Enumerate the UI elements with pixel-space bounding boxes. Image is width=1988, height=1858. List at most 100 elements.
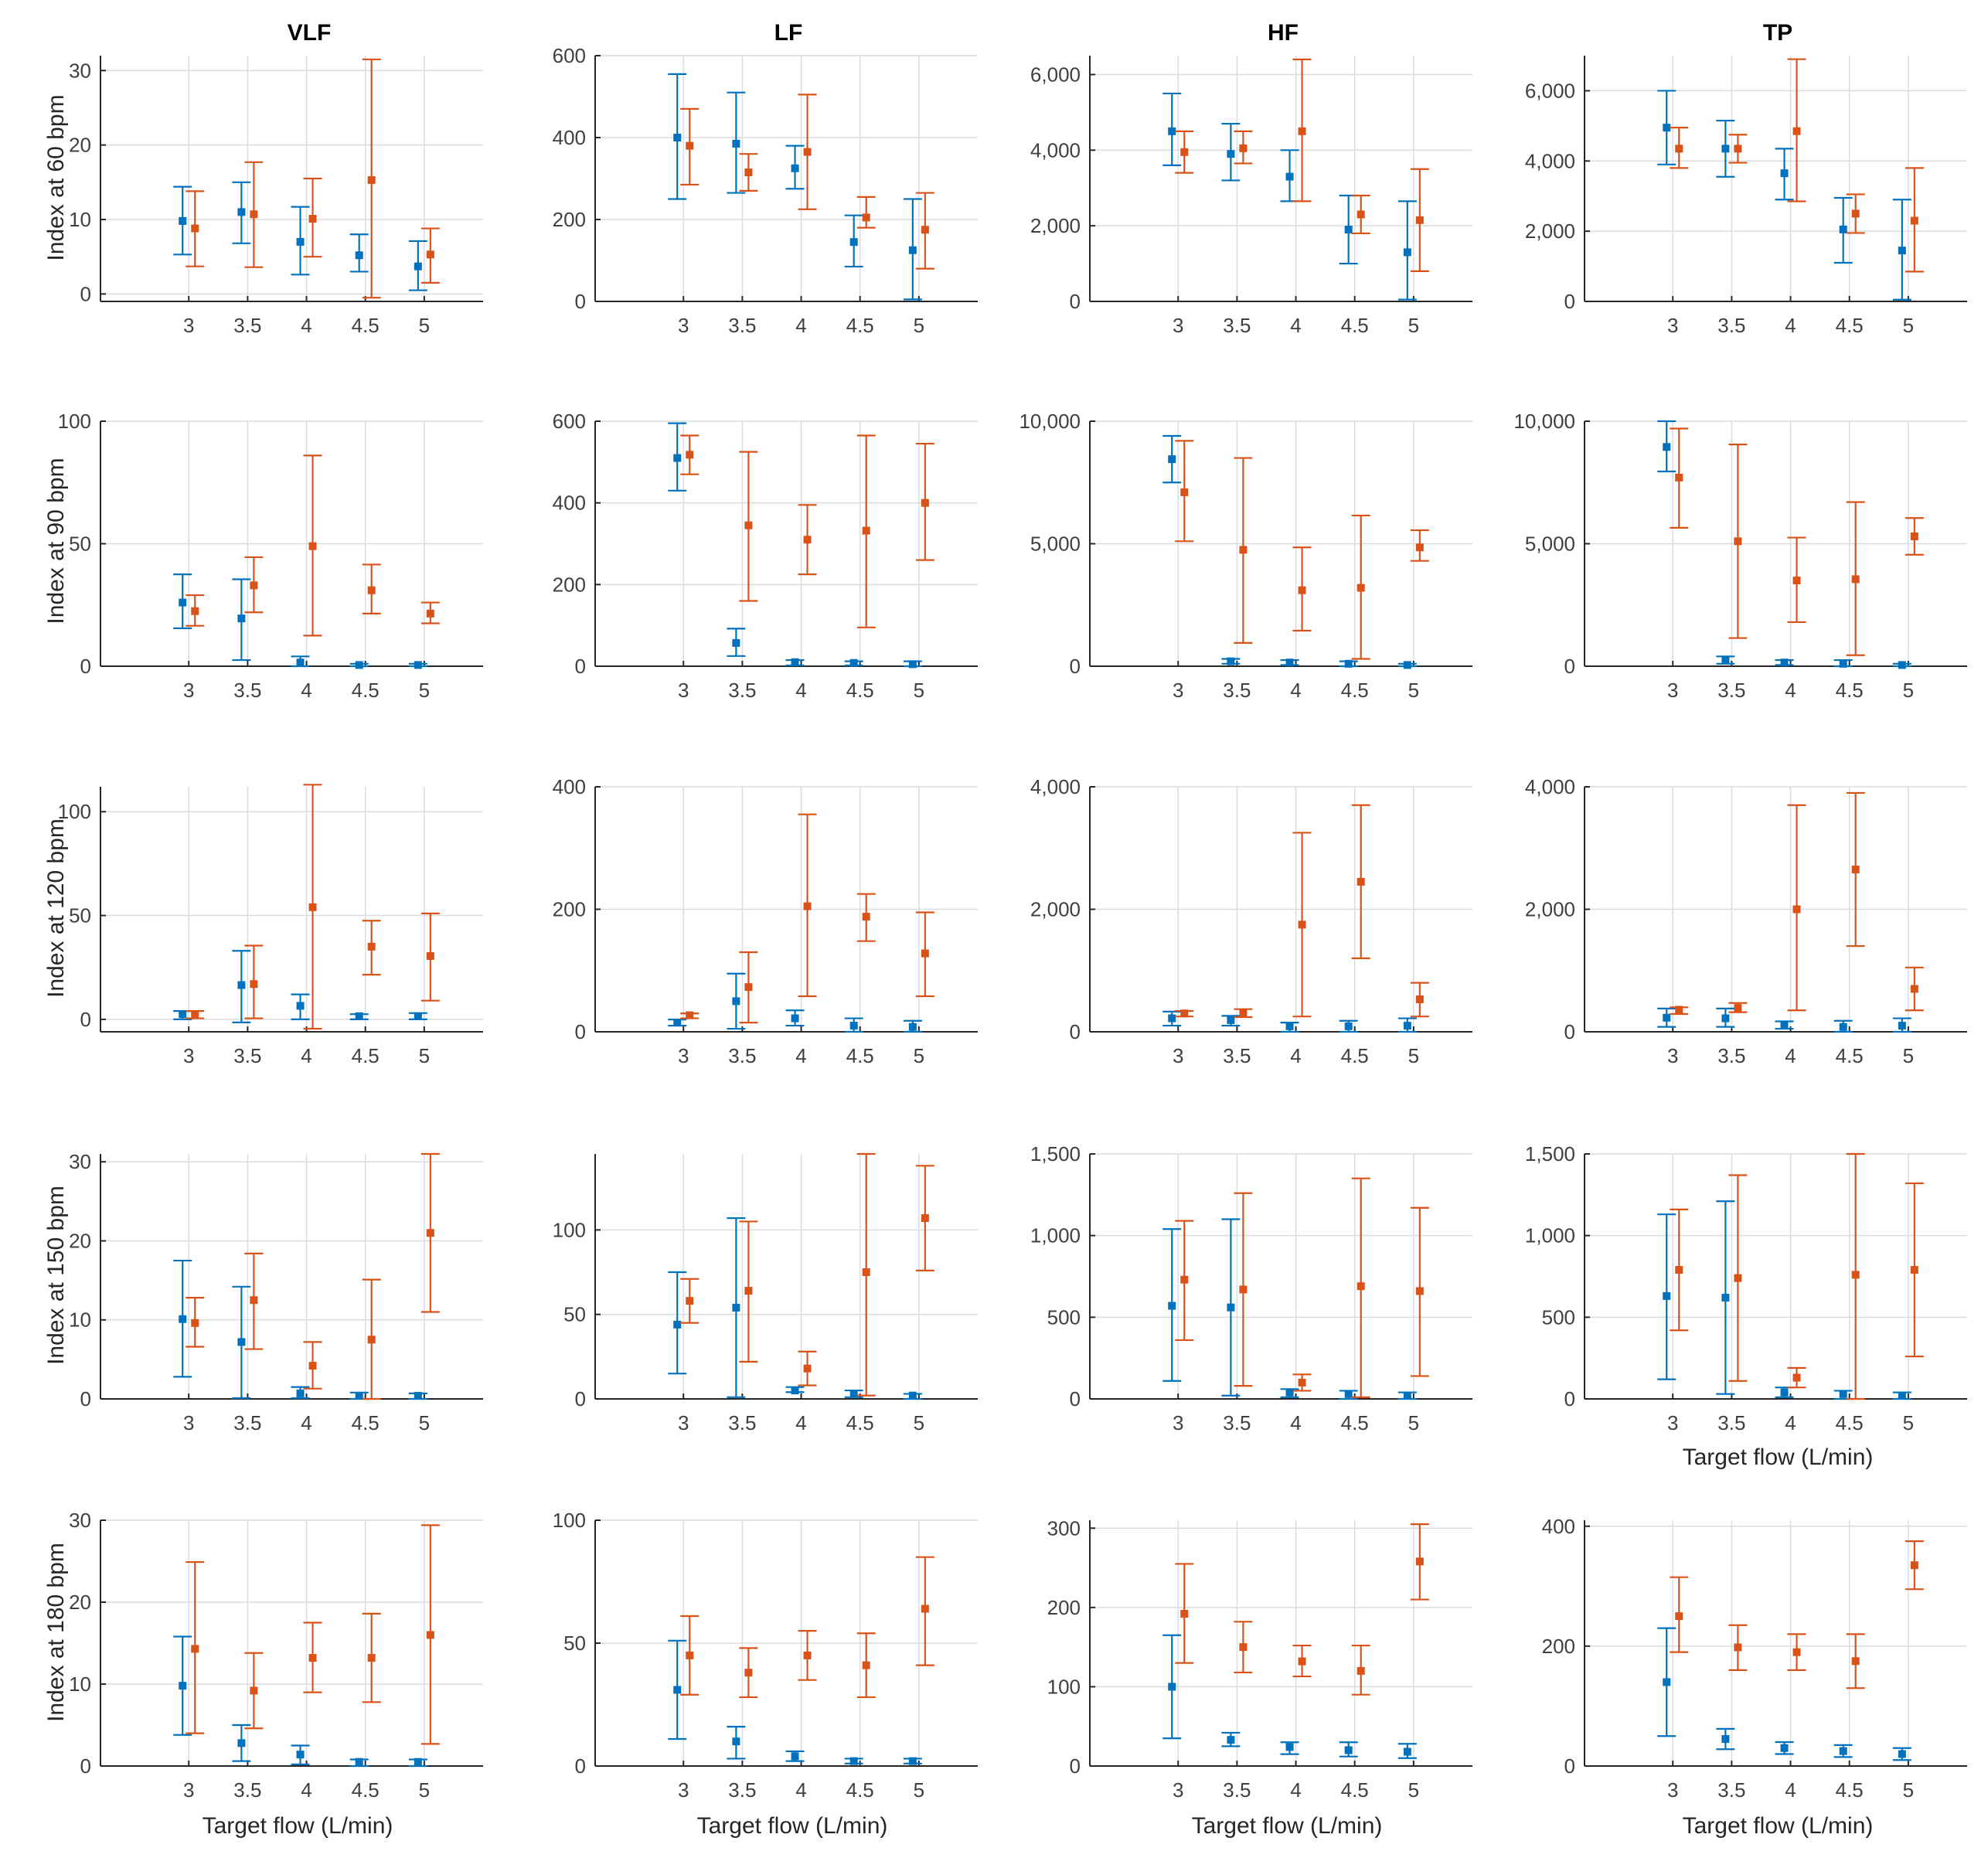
y-tick-label: 20 (69, 1229, 91, 1252)
mean-marker (1415, 1557, 1424, 1566)
x-tick-label: 5 (1903, 1044, 1914, 1067)
mean-marker (426, 609, 434, 618)
x-tick-label: 3 (1667, 1778, 1678, 1802)
y-tick-label: 30 (69, 1509, 91, 1532)
mean-marker (1663, 1013, 1671, 1022)
x-tick-label: 3.5 (233, 1778, 261, 1802)
y-tick-label: 0 (575, 290, 586, 313)
x-tick-label: 5 (1408, 1778, 1419, 1802)
x-tick-label: 4.5 (1341, 1411, 1369, 1434)
y-tick-label: 0 (1564, 290, 1575, 313)
y-tick-label: 400 (553, 126, 586, 149)
x-tick-label: 4 (301, 679, 311, 702)
mean-marker (1180, 488, 1189, 496)
x-tick-label: 5 (1903, 679, 1914, 702)
errorbar-s1-4 (1280, 1022, 1299, 1033)
errorbar-s1-3 (1657, 90, 1677, 165)
y-tick-label: 5,000 (1525, 533, 1575, 556)
mean-marker (908, 1757, 917, 1765)
panel-r2-c3: 0 2,000 4,000 3 3.5 4 4.5 5 (1525, 775, 1967, 1067)
panel-r4-c1: 0 50 100 3 3.5 4 4.5 5 (553, 1509, 978, 1802)
x-tick-label: 3.5 (728, 679, 756, 702)
y-tick-label: 10 (69, 208, 91, 231)
mean-marker (862, 1268, 870, 1277)
y-tick-label: 200 (1047, 1596, 1081, 1619)
mean-marker (1734, 1643, 1742, 1652)
x-tick-label: 5 (914, 314, 924, 337)
mean-marker (1780, 658, 1789, 667)
mean-marker (686, 141, 694, 150)
errorbar-s1-3 (668, 1019, 687, 1027)
x-tick-label: 3 (1173, 679, 1183, 702)
ylabel-120bpm: Index at 120 bpm (43, 818, 69, 998)
panel-r0-c1: 0 200 400 600 3 3.5 4 4.5 5 (553, 44, 978, 337)
panel-r3-c3: 0 500 1,000 1,500 3 3.5 4 4.5 5 (1525, 1142, 1967, 1434)
errorbar-s2-4.5 (1351, 1177, 1370, 1398)
mean-marker (849, 1757, 858, 1765)
errorbar-s1-4.5 (349, 1012, 369, 1020)
y-tick-label: 6,000 (1030, 63, 1081, 86)
mean-marker (191, 224, 199, 233)
errorbar-s2-3 (1670, 427, 1689, 529)
xlabel-lf-180: Target flow (L/min) (697, 1813, 888, 1839)
y-tick-label: 0 (1564, 1754, 1575, 1778)
errorbar-s1-3 (1163, 434, 1182, 484)
mean-marker (1239, 1009, 1248, 1018)
mean-marker (921, 1214, 929, 1223)
mean-marker (862, 913, 870, 921)
x-tick-label: 4.5 (846, 1411, 874, 1434)
errorbar-s1-3 (1657, 1007, 1677, 1028)
mean-marker (1180, 148, 1189, 156)
errorbar-s1-5 (1397, 1391, 1417, 1400)
y-tick-label: 400 (553, 775, 586, 798)
errorbar-s1-5 (408, 661, 427, 669)
mean-marker (1675, 1266, 1683, 1274)
errorbar-s2-5 (420, 1524, 440, 1745)
x-tick-label: 4 (795, 1778, 806, 1802)
errorbar-s2-5 (1905, 1540, 1924, 1591)
x-tick-label: 4 (301, 1044, 311, 1067)
x-axis-labels: Target flow (L/min) Target flow (L/min) … (203, 1445, 1874, 1839)
x-tick-label: 4 (795, 1411, 806, 1434)
mean-marker (191, 1010, 199, 1019)
mean-marker (1168, 1014, 1176, 1023)
mean-marker (1851, 1657, 1860, 1666)
x-tick-label: 3.5 (728, 314, 756, 337)
mean-marker (1663, 443, 1671, 451)
panel-r3-c0: 0 10 20 30 3 3.5 4 4.5 5 (69, 1150, 483, 1434)
x-tick-label: 4.5 (846, 314, 874, 337)
y-tick-label: 400 (553, 492, 586, 515)
mean-marker (1415, 1287, 1424, 1295)
x-tick-label: 3.5 (1223, 1411, 1251, 1434)
errorbar-s1-3.5 (1716, 1727, 1735, 1751)
mean-marker (367, 1654, 376, 1662)
x-tick-label: 5 (914, 1044, 924, 1067)
mean-marker (1344, 226, 1353, 234)
mean-marker (1910, 532, 1918, 540)
errorbar-s1-3.5 (232, 578, 251, 662)
mean-marker (250, 1686, 258, 1695)
x-tick-label: 3 (678, 1778, 689, 1802)
mean-marker (1780, 169, 1789, 178)
mean-marker (673, 1019, 682, 1027)
mean-marker (1780, 1744, 1789, 1752)
x-tick-label: 3.5 (728, 1411, 756, 1434)
y-tick-label: 0 (575, 1387, 586, 1411)
y-tick-label: 0 (1070, 290, 1081, 313)
mean-marker (1839, 1023, 1847, 1031)
panel-r2-c0: 0 50 100 3 3.5 4 4.5 5 (58, 784, 483, 1067)
mean-marker (862, 213, 870, 222)
x-tick-label: 5 (1408, 314, 1419, 337)
errorbar-s2-4 (798, 1630, 817, 1681)
y-tick-label: 20 (69, 134, 91, 157)
errorbar-s2-4.5 (856, 196, 876, 229)
errorbar-s2-3 (1175, 1563, 1194, 1664)
errorbar-s2-5 (915, 1556, 934, 1666)
x-tick-label: 4 (1785, 1411, 1796, 1434)
mean-marker (237, 981, 246, 989)
x-tick-label: 3 (183, 1778, 194, 1802)
errorbar-s2-5 (1410, 168, 1429, 272)
mean-marker (1403, 248, 1411, 257)
errorbar-s2-3 (680, 107, 700, 186)
errorbar-s2-3.5 (244, 556, 264, 614)
